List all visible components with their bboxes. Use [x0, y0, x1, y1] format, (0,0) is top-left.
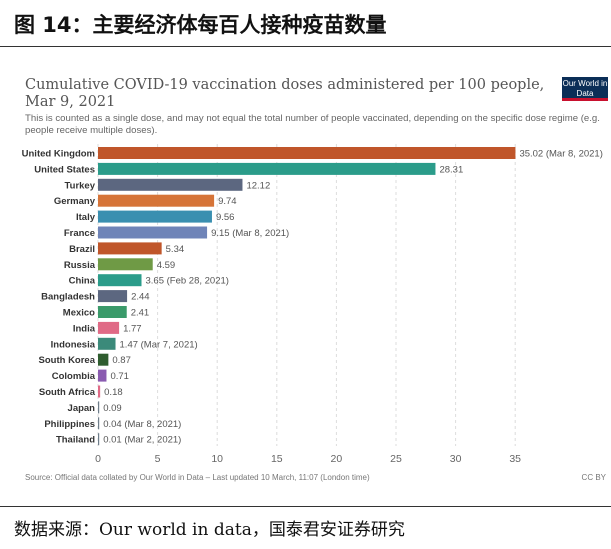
value-label: 0.09 [103, 403, 122, 414]
bottom-divider [0, 506, 611, 507]
x-tick-label: 5 [155, 453, 161, 465]
category-label: India [73, 323, 96, 334]
bar[interactable] [98, 147, 516, 159]
category-label: Bangladesh [41, 292, 95, 303]
bar[interactable] [98, 258, 153, 271]
category-label: United States [34, 164, 95, 175]
category-label: Italy [76, 212, 96, 223]
x-tick-label: 0 [95, 453, 101, 465]
bar[interactable] [98, 242, 162, 255]
x-tick-label: 25 [390, 453, 402, 465]
bar[interactable] [98, 194, 215, 207]
value-label: 0.71 [110, 371, 128, 382]
value-label: 5.34 [166, 244, 185, 255]
bar[interactable] [98, 178, 243, 191]
category-label: South Africa [39, 387, 96, 398]
x-tick-label: 35 [509, 453, 521, 465]
bar[interactable] [98, 337, 116, 350]
bar[interactable] [98, 369, 107, 382]
value-label: 2.41 [131, 308, 150, 319]
category-label: China [69, 276, 96, 287]
category-label: Germany [54, 196, 96, 207]
x-tick-label: 10 [211, 453, 223, 465]
bar[interactable] [98, 321, 120, 334]
bar-chart: United Kingdom 35.02 (Mar 8, 2021) United … [22, 144, 603, 465]
source-note: Source: Official data collated by Our Wo… [25, 473, 370, 482]
value-label: 4.59 [157, 260, 176, 271]
bar[interactable] [98, 417, 100, 430]
value-label: 0.04 (Mar 8, 2021) [103, 419, 181, 430]
category-label: Philippines [44, 419, 95, 430]
bar[interactable] [98, 353, 109, 366]
category-label: Thailand [56, 435, 95, 446]
bar[interactable] [98, 385, 101, 398]
chart-subtitle: This is counted as a single dose, and ma… [25, 113, 600, 136]
value-label: 1.47 (Mar 7, 2021) [120, 339, 198, 350]
category-label: France [64, 228, 95, 239]
x-tick-label: 30 [450, 453, 462, 465]
category-label: Russia [64, 260, 96, 271]
chart-bars [98, 147, 516, 446]
value-label: 2.44 [131, 292, 150, 303]
category-label: South Korea [39, 355, 96, 366]
category-label: Brazil [69, 244, 95, 255]
value-label: 3.65 (Feb 28, 2021) [146, 276, 229, 287]
bar[interactable] [98, 290, 128, 303]
chart-labels: United Kingdom 35.02 (Mar 8, 2021) United … [22, 149, 603, 446]
value-label: 1.77 [123, 323, 141, 334]
value-label: 0.18 [104, 387, 123, 398]
value-label: 9.56 [216, 212, 235, 223]
category-label: Colombia [52, 371, 96, 382]
category-label: Indonesia [51, 339, 96, 350]
chart-x-axis: 0 5 10 15 20 25 30 35 [95, 453, 521, 465]
chart-gridlines [97, 144, 516, 446]
value-label: 9.74 [218, 196, 237, 207]
bar[interactable] [98, 210, 212, 223]
bar[interactable] [98, 433, 100, 446]
category-label: Mexico [63, 308, 95, 319]
value-label: 35.02 (Mar 8, 2021) [519, 149, 602, 160]
bar[interactable] [98, 274, 142, 287]
bar[interactable] [98, 306, 127, 318]
owid-logo[interactable]: Our World in Data [562, 77, 608, 101]
license-link[interactable]: CC BY [581, 473, 606, 482]
top-divider [0, 46, 611, 47]
value-label: 9.15 (Mar 8, 2021) [211, 228, 289, 239]
category-label: Japan [68, 403, 96, 414]
category-label: Turkey [65, 180, 96, 191]
value-label: 12.12 [246, 180, 270, 191]
x-tick-label: 20 [331, 453, 343, 465]
bar[interactable] [98, 226, 208, 239]
value-label: 0.87 [112, 355, 130, 366]
data-source-footnote: 数据来源：Our world in data，国泰君安证券研究 [14, 520, 405, 540]
chart-title: Cumulative COVID-19 vaccination doses ad… [25, 77, 545, 110]
bar[interactable] [98, 401, 100, 414]
value-label: 28.31 [439, 164, 463, 175]
x-tick-label: 15 [271, 453, 283, 465]
category-label: United Kingdom [22, 149, 95, 160]
value-label: 0.01 (Mar 2, 2021) [103, 435, 181, 446]
figure-title: 图 14：主要经济体每百人接种疫苗数量 [14, 13, 387, 37]
bar[interactable] [98, 162, 436, 175]
